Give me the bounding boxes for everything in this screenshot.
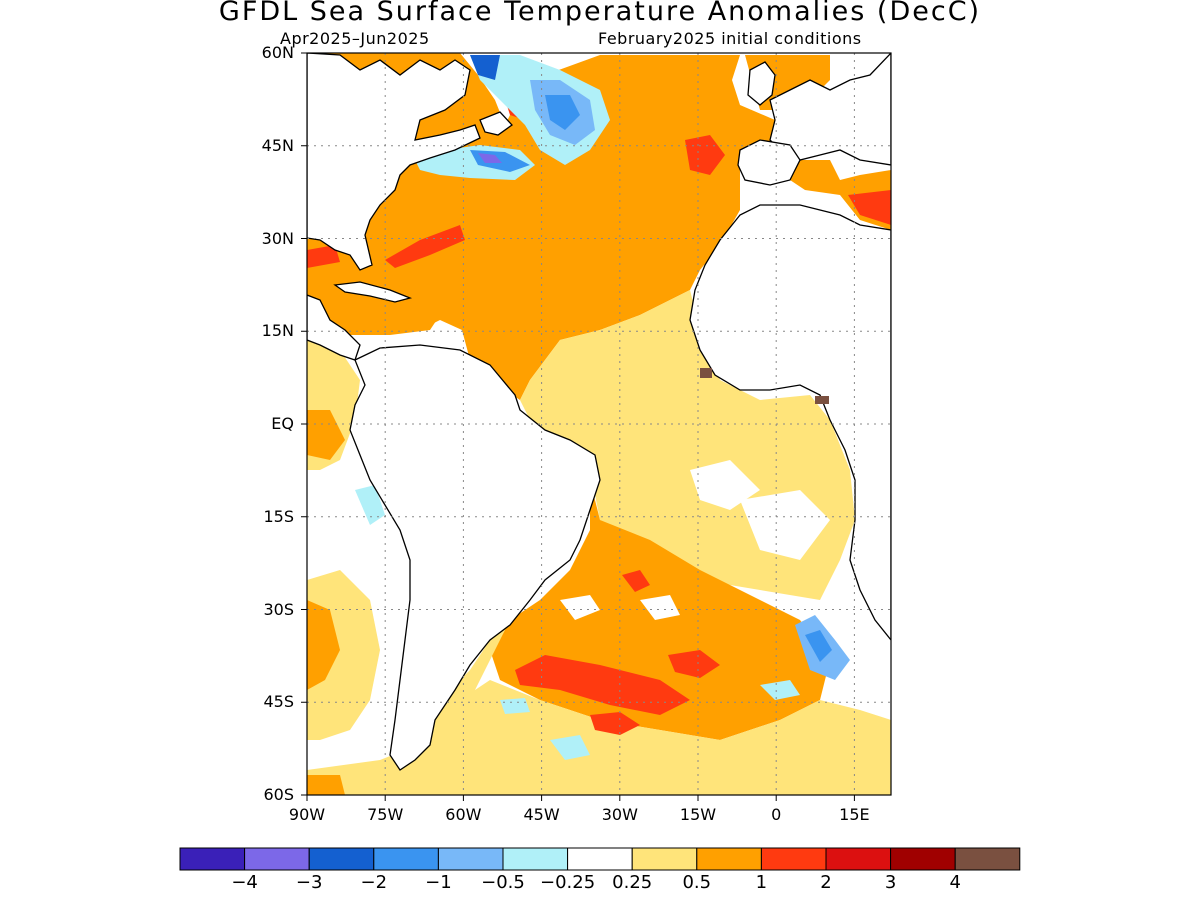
longitude-label: 30W [601, 805, 638, 824]
colorbar-swatch [567, 847, 633, 871]
drake-passage-warm [307, 775, 345, 795]
map-title: GFDL Sea Surface Temperature Anomalies (… [218, 0, 982, 27]
british-isles-land [747, 61, 776, 106]
gulf-of-guinea-brown-spot [700, 368, 712, 378]
longitude-label: 15W [679, 805, 717, 824]
latitude-label: 45S [263, 692, 294, 712]
map-gridlines [307, 53, 891, 795]
latitude-label: 15N [261, 321, 294, 341]
southern-ocean-mild [307, 680, 891, 795]
colorbar-swatch [696, 847, 762, 871]
colorbar [179, 847, 1021, 871]
longitude-label: 90W [288, 805, 326, 824]
hudson-strait-cold [470, 55, 500, 80]
chile-coast-warm [307, 600, 340, 690]
colorbar-label: 4 [949, 872, 961, 893]
colorbar-swatch [631, 847, 698, 871]
colorbar-label: 0.25 [612, 872, 653, 893]
colorbar-label: −2 [360, 872, 388, 893]
central-america-land [307, 294, 361, 361]
south-atlantic-hot-patch-south [590, 712, 640, 735]
colorbar-label: 2 [820, 872, 832, 893]
colorbar-label: 1 [755, 872, 768, 893]
initial-conditions: February2025 initial conditions [598, 29, 862, 48]
longitude-label: 0 [771, 805, 782, 824]
mid-atlantic-hot-patch [685, 135, 725, 175]
caribbean-warm [320, 300, 440, 335]
latitude-label: EQ [271, 414, 294, 433]
longitude-label: 15E [839, 805, 870, 824]
mediterranean-hot-patch [848, 190, 891, 225]
colorbar-swatch [244, 847, 310, 871]
colorbar-label: −3 [295, 872, 323, 893]
chile-coast-cool-patch [355, 485, 385, 525]
colorbar-label: −4 [231, 872, 258, 893]
colorbar-swatch [502, 847, 569, 871]
colorbar-swatch [373, 847, 439, 871]
colorbar-swatch [179, 847, 246, 871]
south-atlantic-hot-band [515, 655, 690, 715]
north-america-land [307, 53, 481, 271]
gulf-stream-coldest-core [478, 153, 502, 163]
latitude-label: 30S [263, 599, 294, 619]
europe-land [769, 53, 891, 166]
axis-ticks [301, 52, 855, 801]
colorbar-swatch [954, 847, 1021, 871]
cuba-land [333, 281, 413, 303]
west-atlantic-hot-patch [385, 225, 465, 268]
colorbar-swatch [437, 847, 504, 871]
longitude-label: 45W [523, 805, 560, 824]
africa-land [689, 204, 891, 642]
argentina-shelf-mild [430, 620, 510, 740]
newfoundland-land [479, 111, 513, 136]
longitude-label: 60W [445, 805, 482, 824]
colorbar-swatch [308, 847, 375, 871]
south-atlantic-cool-patch-2 [550, 735, 590, 760]
colorbar-label: −0.25 [540, 872, 596, 893]
latitude-label: 60N [261, 43, 294, 62]
labrador-cold-core [545, 95, 580, 130]
south-atlantic-cool-patch-1 [760, 680, 800, 700]
iberia-land [737, 139, 801, 186]
southern-ocean-cool-patch [500, 698, 530, 714]
colorbar-label: 3 [884, 872, 897, 893]
map-field [307, 53, 891, 795]
longitude-label: 75W [367, 805, 404, 824]
forecast-period: Apr2025–Jun2025 [280, 29, 430, 48]
colorbar-label: 0.5 [682, 872, 712, 893]
pacific-equatorial-warm [307, 410, 345, 460]
south-america-land [349, 344, 601, 771]
colorbar-label: −1 [425, 872, 452, 893]
colorbar-label: −0.5 [481, 872, 525, 893]
gulf-coast-hot-patch [307, 245, 340, 268]
latitude-label: 60S [263, 785, 294, 804]
colorbar-swatch [890, 847, 956, 871]
latitude-label: 45N [261, 135, 294, 155]
colorbar-swatch [825, 847, 892, 871]
latitude-label: 15S [263, 506, 294, 526]
colorbar-swatch [760, 847, 827, 871]
benguela-cold-core [805, 630, 832, 662]
south-atlantic-hot-patch-east [668, 650, 720, 678]
south-atlantic-hot-spot [622, 570, 650, 592]
angola-brown-spot [815, 396, 829, 404]
latitude-label: 30N [261, 228, 294, 248]
